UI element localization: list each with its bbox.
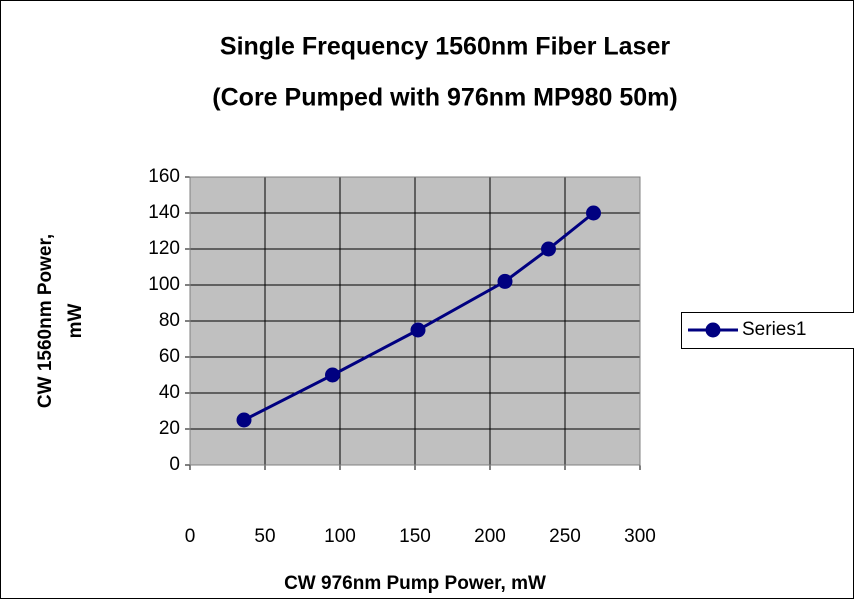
x-tick-label: 0	[185, 526, 196, 547]
x-tick-label: 100	[324, 526, 356, 547]
x-tick-label: 200	[474, 526, 506, 547]
y-tick-label: 120	[148, 238, 180, 259]
legend-label: Series1	[742, 319, 806, 340]
y-axis-label: CW 1560nm Power,	[35, 234, 56, 408]
x-axis-label: CW 976nm Pump Power, mW	[284, 573, 546, 594]
y-tick-label: 100	[148, 274, 180, 295]
x-tick-label: 150	[399, 526, 431, 547]
data-point	[236, 412, 252, 428]
y-tick-label: 40	[159, 382, 180, 403]
y-tick-label: 80	[159, 310, 180, 331]
legend-marker	[705, 322, 721, 338]
data-point	[586, 205, 601, 221]
y-tick-label: 160	[148, 166, 180, 187]
y-tick-label: 20	[159, 418, 180, 439]
data-point	[410, 322, 426, 338]
chart-title: Single Frequency 1560nm Fiber Laser	[220, 33, 670, 61]
chart-title: (Core Pumped with 976nm MP980 50m)	[212, 84, 677, 112]
x-tick-label: 50	[254, 526, 275, 547]
x-tick-label: 250	[549, 526, 581, 547]
plot-border	[189, 176, 641, 466]
y-tick-label: 140	[148, 202, 180, 223]
data-point	[325, 367, 340, 383]
y-tick-label: 60	[159, 346, 180, 367]
y-tick-label: 0	[169, 454, 180, 475]
x-tick-label: 300	[624, 526, 656, 547]
data-point	[497, 273, 513, 289]
data-point	[541, 241, 556, 257]
y-axis-label: mW	[65, 304, 86, 339]
series-line	[243, 211, 595, 422]
